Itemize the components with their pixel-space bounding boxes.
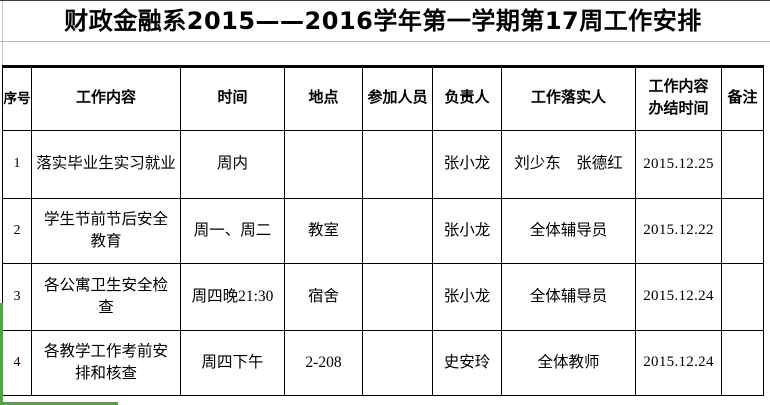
cell-time[interactable]: 周一、周二	[180, 198, 285, 264]
cell-remarks[interactable]	[721, 130, 764, 199]
cell-location[interactable]: 宿舍	[284, 263, 363, 331]
header-done-date[interactable]: 工作内容 办结时间	[635, 66, 722, 131]
cell-location[interactable]: 教室	[284, 198, 363, 264]
top-grid-line	[0, 0, 770, 1]
header-participants[interactable]: 参加人员	[362, 66, 433, 131]
cell-owner[interactable]: 张小龙	[432, 263, 502, 331]
header-index[interactable]: 序号	[2, 66, 32, 131]
page-title[interactable]: 财政金融系2015——2016学年第一学期第17周工作安排	[64, 7, 702, 35]
cell-owner[interactable]: 张小龙	[432, 130, 502, 199]
cell-time[interactable]: 周内	[180, 130, 285, 199]
cell-implementer[interactable]: 刘少东 张德红	[501, 130, 636, 199]
work-schedule-table: 序号 工作内容 时间 地点 参加人员 负责人 工作落实人 工作内容 办结时间 备…	[2, 65, 764, 396]
left-grid-line	[2, 1, 3, 65]
cell-owner[interactable]: 张小龙	[432, 198, 502, 264]
header-implementer[interactable]: 工作落实人	[501, 66, 636, 131]
header-task[interactable]: 工作内容	[31, 66, 181, 131]
cell-done-date[interactable]: 2015.12.24	[635, 263, 722, 331]
cell-done-date[interactable]: 2015.12.25	[635, 130, 722, 199]
header-location[interactable]: 地点	[284, 66, 363, 131]
cell-participants[interactable]	[362, 198, 433, 264]
cell-index[interactable]: 2	[2, 198, 32, 264]
cell-remarks[interactable]	[721, 330, 764, 396]
cell-done-date[interactable]: 2015.12.22	[635, 198, 722, 264]
cell-remarks[interactable]	[721, 263, 764, 331]
header-row: 序号 工作内容 时间 地点 参加人员 负责人 工作落实人 工作内容 办结时间 备…	[2, 66, 764, 131]
cell-task[interactable]: 学生节前节后安全 教育	[31, 198, 181, 264]
cell-participants[interactable]	[362, 263, 433, 331]
cell-task[interactable]: 落实毕业生实习就业	[31, 130, 181, 199]
cell-location[interactable]	[284, 130, 363, 199]
cell-task[interactable]: 各公寓卫生安全检 查	[31, 263, 181, 331]
cell-index[interactable]: 1	[2, 130, 32, 199]
header-remarks[interactable]: 备注	[721, 66, 764, 131]
cell-implementer[interactable]: 全体教师	[501, 330, 636, 396]
cell-task[interactable]: 各教学工作考前安 排和核查	[31, 330, 181, 396]
green-edge-bottom	[0, 402, 118, 405]
cell-remarks[interactable]	[721, 198, 764, 264]
table-row: 1 落实毕业生实习就业 周内 张小龙 刘少东 张德红 2015.12.25	[2, 130, 764, 199]
table-row: 3 各公寓卫生安全检 查 周四晚21:30 宿舍 张小龙 全体辅导员 2015.…	[2, 263, 764, 331]
header-owner[interactable]: 负责人	[432, 66, 502, 131]
cell-location[interactable]: 2-208	[284, 330, 363, 396]
cell-done-date[interactable]: 2015.12.24	[635, 330, 722, 396]
cell-index[interactable]: 4	[2, 330, 32, 396]
title-separator-line	[0, 41, 770, 42]
table-row: 2 学生节前节后安全 教育 周一、周二 教室 张小龙 全体辅导员 2015.12…	[2, 198, 764, 264]
cell-owner[interactable]: 史安玲	[432, 330, 502, 396]
cell-index[interactable]: 3	[2, 263, 32, 331]
cell-participants[interactable]	[362, 330, 433, 396]
cell-implementer[interactable]: 全体辅导员	[501, 198, 636, 264]
cell-time[interactable]: 周四晚21:30	[180, 263, 285, 331]
cell-implementer[interactable]: 全体辅导员	[501, 263, 636, 331]
table-row: 4 各教学工作考前安 排和核查 周四下午 2-208 史安玲 全体教师 2015…	[2, 330, 764, 396]
cell-time[interactable]: 周四下午	[180, 330, 285, 396]
green-edge-left	[0, 303, 3, 405]
cell-participants[interactable]	[362, 130, 433, 199]
header-time[interactable]: 时间	[180, 66, 285, 131]
